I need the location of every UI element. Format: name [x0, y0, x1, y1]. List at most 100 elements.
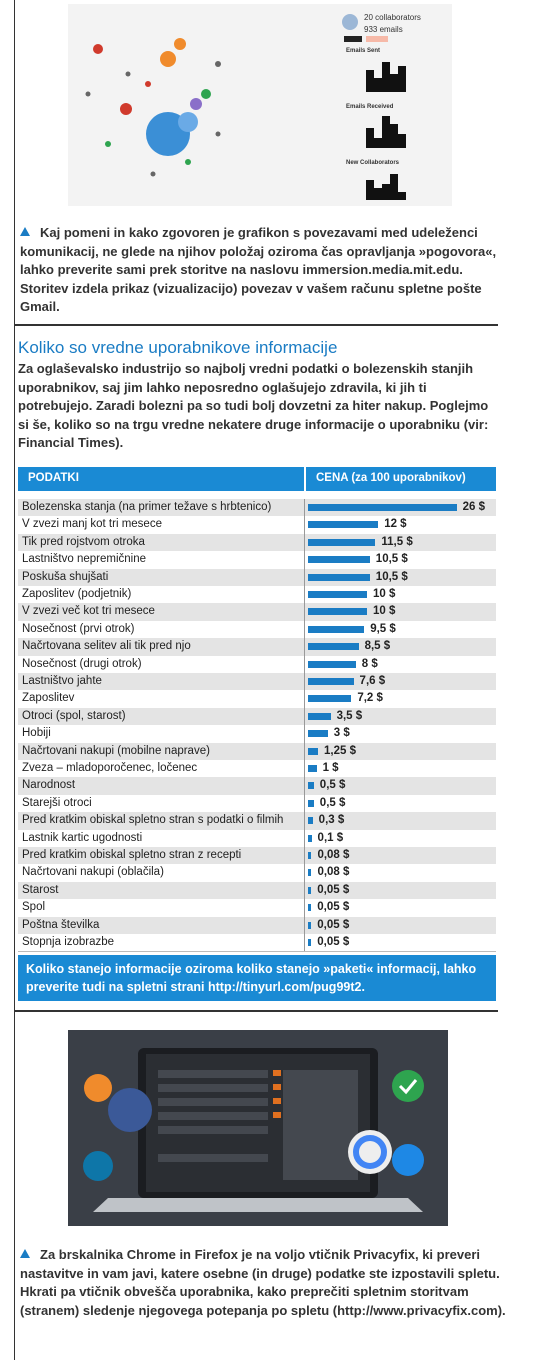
value-label: 0,05 $ [317, 883, 350, 896]
section-intro: Za oglaševalsko industrijo so najbolj vr… [18, 361, 489, 450]
bar [308, 573, 370, 581]
column-divider [304, 499, 305, 952]
row-label: Otroci (spol, starost) [22, 709, 126, 722]
table-header: PODATKI CENA (za 100 uporabnikov) [18, 467, 496, 491]
value-label: 9,5 $ [370, 622, 396, 635]
bar [308, 730, 328, 738]
caption: Kaj pomeni in kako zgovoren je grafikon … [20, 224, 510, 317]
table-row: Stopnja izobrazbe 0,05 $ [18, 934, 496, 953]
row-label: Načrtovana selitev ali tik pred njo [22, 640, 191, 653]
value-label: 12 $ [384, 518, 407, 531]
bar [308, 834, 312, 842]
value-label: 0,3 $ [318, 814, 345, 827]
header-cell: CENA (za 100 uporabnikov) [316, 472, 466, 484]
value-label: 0,08 $ [317, 866, 350, 879]
bar [308, 712, 331, 720]
table-row: Spol 0,05 $ [18, 899, 496, 918]
row-label: Bolezenska stanja (na primer težave s hr… [22, 501, 272, 513]
bar [308, 765, 317, 772]
table-row: Narodnost 0,5 $ [18, 777, 496, 796]
value-label: 8,5 $ [364, 640, 391, 653]
table-row: Tik pred rojstvom otroka 11,5 $ [18, 533, 496, 553]
value-label: 0,5 $ [319, 779, 346, 792]
footer-text: Koliko stanejo informacije oziroma kolik… [26, 962, 477, 994]
bar [308, 625, 365, 633]
value-label: 1 $ [322, 762, 339, 774]
caption-text: Kaj pomeni in kako zgovoren je grafikon … [20, 225, 497, 314]
row-label: Tik pred rojstvom otroka [22, 535, 145, 548]
table-row: V zvezi manj kot tri mesece 12 $ [18, 516, 496, 535]
figure-network: 20 collaborators 933 emails Emails Sent … [68, 4, 452, 206]
table-row: Nosečnost (drugi otrok) 8 $ [18, 655, 496, 674]
row-label: Zveza – mladoporočenec, ločenec [22, 762, 198, 774]
bar [308, 886, 312, 894]
bar [308, 939, 312, 946]
bar [308, 504, 457, 511]
row-label: Zaposlitev [22, 692, 75, 705]
table-row: Starost 0,05 $ [18, 881, 496, 901]
row-label: Nosečnost (drugi otrok) [22, 657, 142, 670]
emails: 933 emails [364, 25, 403, 34]
value-label: 0,05 $ [317, 918, 350, 931]
row-label: Stopnja izobrazbe [22, 936, 115, 948]
table-row: Zveza – mladoporočenec, ločenec 1 $ [18, 760, 496, 779]
table-row: Hobiji 3 $ [18, 725, 496, 744]
header-cell: PODATKI [28, 472, 79, 484]
value-label: 26 $ [462, 501, 485, 513]
bar [308, 782, 314, 790]
row-label: Starejši otroci [22, 796, 92, 809]
row-label: Starost [22, 883, 59, 896]
table-row: Zaposlitev 7,2 $ [18, 690, 496, 709]
row-label: Spol [22, 901, 46, 914]
bar [308, 799, 314, 807]
panel-title: Emails Sent [346, 48, 380, 54]
divider [14, 1010, 498, 1012]
row-label: Nosečnost (prvi otrok) [22, 622, 135, 635]
bar [308, 747, 318, 755]
table-row: Poštna številka 0,05 $ [18, 916, 496, 935]
table-row: Načrtovani nakupi (mobilne naprave) 1,25 … [18, 742, 496, 761]
row-label: Načrtovani nakupi (mobilne naprave) [22, 744, 210, 757]
bar [308, 678, 354, 685]
bar [308, 904, 312, 912]
row-label: Narodnost [22, 779, 76, 792]
table-row: Zaposlitev (podjetnik) 10 $ [18, 586, 496, 605]
bar [308, 608, 367, 616]
value-label: 0,5 $ [319, 796, 346, 809]
bar [308, 852, 312, 859]
bar [308, 538, 376, 546]
network-nodes [85, 38, 221, 177]
bar [308, 695, 352, 703]
row-label: Zaposlitev (podjetnik) [22, 588, 132, 600]
table-row: Poskuša shujšati 10,5 $ [18, 568, 496, 587]
value-label: 10,5 $ [375, 553, 408, 566]
table-row: Lastništvo nepremičnine 10,5 $ [18, 551, 496, 570]
bar [308, 660, 356, 668]
bar [308, 556, 370, 564]
bar [308, 817, 313, 825]
divider [14, 324, 498, 326]
value-label: 0,05 $ [317, 901, 350, 914]
row-label: Poskuša shujšati [22, 570, 109, 583]
table-row: V zvezi več kot tri mesece 10 $ [18, 603, 496, 622]
value-label: 0,05 $ [317, 936, 350, 948]
value-label: 7,2 $ [357, 692, 383, 705]
table-row: Bolezenska stanja (na primer težave s hr… [18, 499, 496, 518]
row-label: Poštna številka [22, 918, 100, 931]
bar [308, 921, 312, 929]
value-label: 0,1 $ [317, 831, 344, 844]
row-label: V zvezi manj kot tri mesece [22, 518, 162, 531]
value-label: 8 $ [361, 657, 378, 670]
table-footer: Koliko stanejo informacije oziroma kolik… [18, 955, 496, 1001]
table-row: Lastnik kartic ugodnosti 0,1 $ [18, 829, 496, 848]
table-row: Lastništvo jahte 7,6 $ [18, 673, 496, 692]
table-row: Načrtovani nakupi (oblačila) 0,08 $ [18, 864, 496, 883]
bar [308, 643, 359, 651]
value-label: 0,08 $ [317, 849, 350, 861]
bar [308, 591, 367, 598]
table-row: Nosečnost (prvi otrok) 9,5 $ [18, 620, 496, 640]
figure-laptop [68, 1030, 448, 1226]
value-label: 1,25 $ [324, 744, 356, 757]
table-row: Otroci (spol, starost) 3,5 $ [18, 707, 496, 727]
